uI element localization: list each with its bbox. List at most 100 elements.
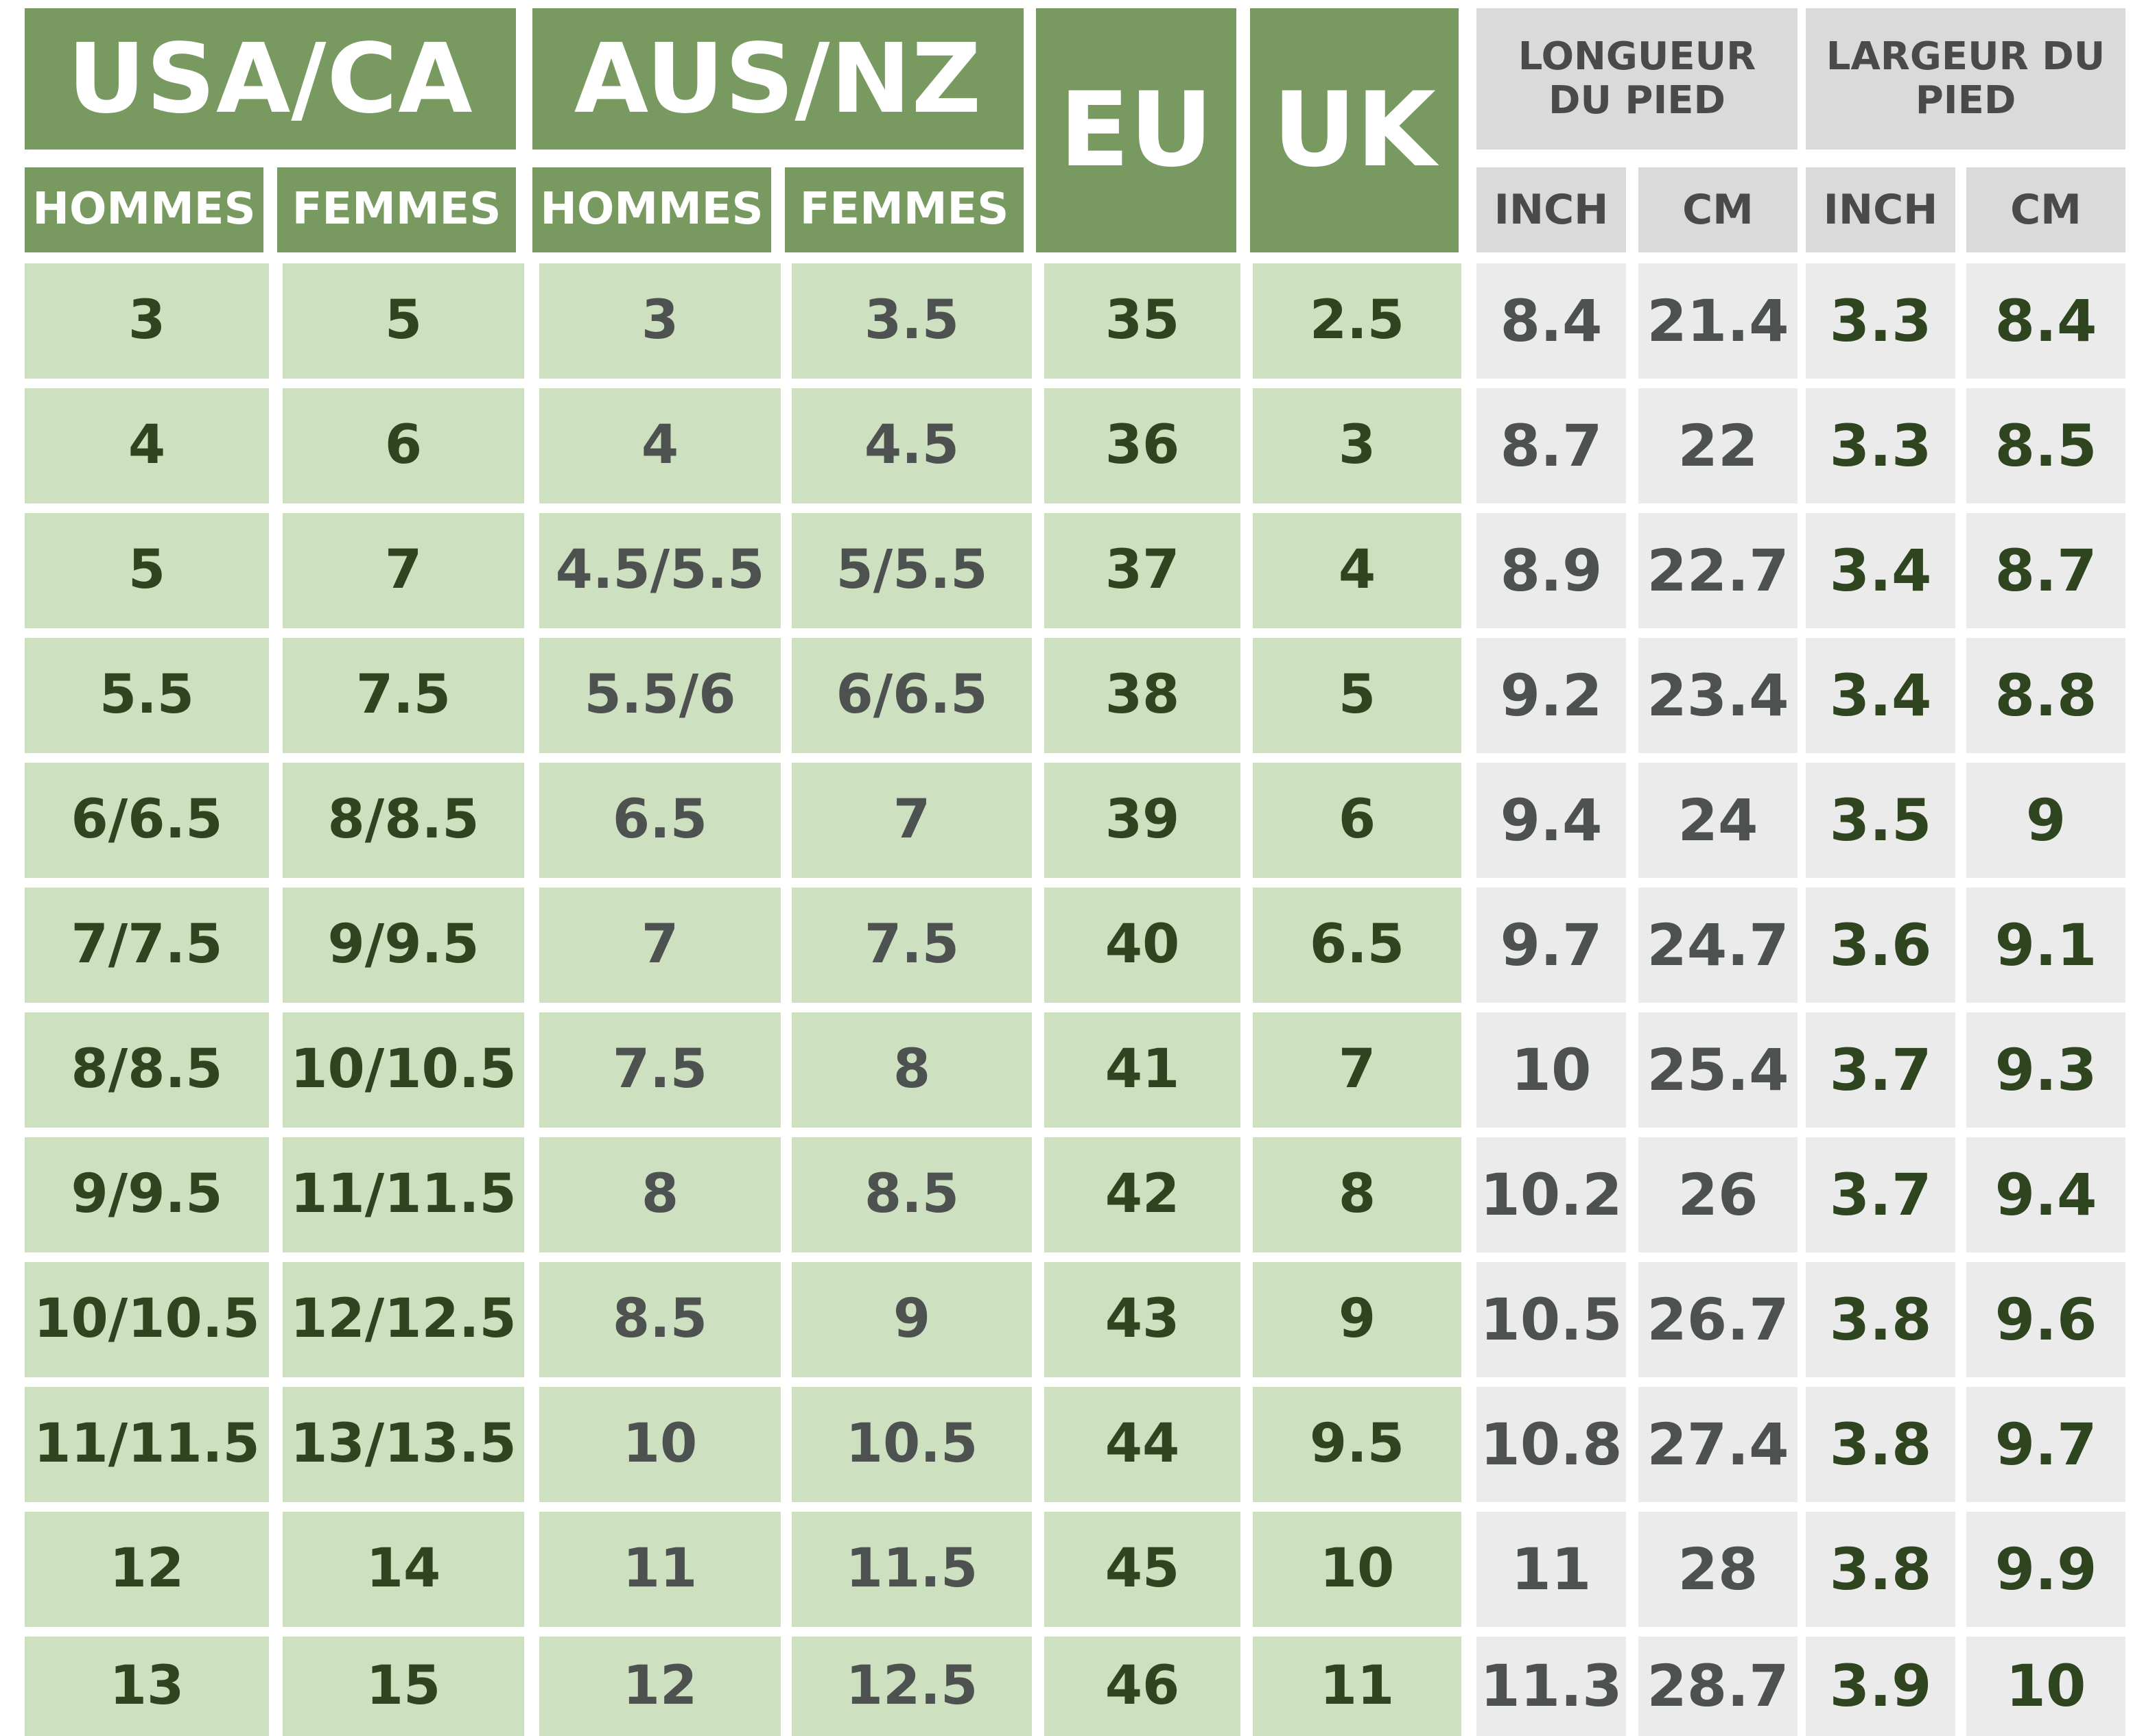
cell-aus-men: 6.5 (539, 763, 781, 878)
cell-length-inch: 9.4 (1476, 763, 1626, 878)
cell-eu: 40 (1044, 888, 1240, 1003)
cell-usa-men: 12 (25, 1512, 269, 1627)
cell-usa-women: 11/11.5 (283, 1137, 524, 1252)
cell-width-cm: 9.9 (1966, 1512, 2125, 1627)
cell-uk: 5 (1253, 638, 1461, 753)
cell-uk: 11 (1253, 1637, 1461, 1736)
cell-aus-women: 3.5 (792, 263, 1032, 379)
cell-length-cm: 24.7 (1638, 888, 1798, 1003)
cell-eu: 42 (1044, 1137, 1240, 1252)
cell-usa-men: 11/11.5 (25, 1387, 269, 1502)
cell-width-inch: 3.8 (1806, 1512, 1955, 1627)
cell-length-cm: 26.7 (1638, 1262, 1798, 1377)
cell-uk: 6 (1253, 763, 1461, 878)
cell-usa-women: 15 (283, 1637, 524, 1736)
cell-length-cm: 28 (1638, 1512, 1798, 1627)
cell-width-inch: 3.8 (1806, 1387, 1955, 1502)
header-foot-width: LARGEUR DU PIED (1806, 8, 2125, 150)
cell-eu: 43 (1044, 1262, 1240, 1377)
header-aus-nz: AUS/NZ (532, 8, 1024, 150)
cell-usa-women: 6 (283, 388, 524, 503)
cell-length-inch: 10.2 (1476, 1137, 1626, 1252)
header-usa-women: FEMMES (277, 167, 516, 252)
cell-length-inch: 10 (1476, 1012, 1626, 1128)
cell-aus-women: 12.5 (792, 1637, 1032, 1736)
cell-length-inch: 8.7 (1476, 388, 1626, 503)
cell-length-inch: 9.2 (1476, 638, 1626, 753)
cell-uk: 8 (1253, 1137, 1461, 1252)
cell-length-cm: 22 (1638, 388, 1798, 503)
cell-length-inch: 10.5 (1476, 1262, 1626, 1377)
cell-usa-women: 8/8.5 (283, 763, 524, 878)
header-width-cm: CM (1966, 167, 2125, 252)
cell-width-cm: 9.7 (1966, 1387, 2125, 1502)
cell-usa-men: 6/6.5 (25, 763, 269, 878)
cell-aus-women: 10.5 (792, 1387, 1032, 1502)
cell-width-inch: 3.7 (1806, 1137, 1955, 1252)
cell-width-cm: 8.5 (1966, 388, 2125, 503)
cell-usa-men: 8/8.5 (25, 1012, 269, 1128)
cell-uk: 3 (1253, 388, 1461, 503)
cell-width-inch: 3.6 (1806, 888, 1955, 1003)
cell-length-inch: 11.3 (1476, 1637, 1626, 1736)
cell-width-inch: 3.5 (1806, 763, 1955, 878)
cell-width-inch: 3.3 (1806, 388, 1955, 503)
header-uk: UK (1250, 8, 1459, 252)
cell-uk: 7 (1253, 1012, 1461, 1128)
cell-width-inch: 3.4 (1806, 513, 1955, 628)
header-usa-men: HOMMES (25, 167, 263, 252)
cell-uk: 2.5 (1253, 263, 1461, 379)
cell-usa-women: 7 (283, 513, 524, 628)
cell-usa-men: 4 (25, 388, 269, 503)
cell-usa-men: 5 (25, 513, 269, 628)
cell-length-inch: 8.9 (1476, 513, 1626, 628)
cell-usa-men: 10/10.5 (25, 1262, 269, 1377)
header-foot-length: LONGUEUR DU PIED (1476, 8, 1798, 150)
cell-eu: 41 (1044, 1012, 1240, 1128)
cell-uk: 9 (1253, 1262, 1461, 1377)
header-length-cm: CM (1638, 167, 1798, 252)
header-width-inch: INCH (1806, 167, 1955, 252)
cell-width-cm: 8.4 (1966, 263, 2125, 379)
cell-aus-men: 8.5 (539, 1262, 781, 1377)
cell-length-cm: 25.4 (1638, 1012, 1798, 1128)
header-aus-women: FEMMES (785, 167, 1024, 252)
cell-usa-men: 3 (25, 263, 269, 379)
cell-aus-men: 12 (539, 1637, 781, 1736)
cell-length-inch: 8.4 (1476, 263, 1626, 379)
cell-aus-women: 8 (792, 1012, 1032, 1128)
cell-width-inch: 3.7 (1806, 1012, 1955, 1128)
cell-usa-men: 7/7.5 (25, 888, 269, 1003)
cell-aus-women: 7 (792, 763, 1032, 878)
cell-width-cm: 9.3 (1966, 1012, 2125, 1128)
cell-width-cm: 10 (1966, 1637, 2125, 1736)
cell-eu: 44 (1044, 1387, 1240, 1502)
cell-eu: 39 (1044, 763, 1240, 878)
cell-length-cm: 24 (1638, 763, 1798, 878)
cell-length-cm: 23.4 (1638, 638, 1798, 753)
cell-aus-men: 10 (539, 1387, 781, 1502)
cell-eu: 46 (1044, 1637, 1240, 1736)
cell-aus-women: 9 (792, 1262, 1032, 1377)
cell-aus-women: 5/5.5 (792, 513, 1032, 628)
cell-length-cm: 21.4 (1638, 263, 1798, 379)
cell-length-cm: 28.7 (1638, 1637, 1798, 1736)
cell-length-inch: 11 (1476, 1512, 1626, 1627)
cell-width-inch: 3.4 (1806, 638, 1955, 753)
cell-eu: 45 (1044, 1512, 1240, 1627)
cell-usa-women: 5 (283, 263, 524, 379)
cell-usa-men: 9/9.5 (25, 1137, 269, 1252)
cell-uk: 10 (1253, 1512, 1461, 1627)
cell-uk: 9.5 (1253, 1387, 1461, 1502)
cell-aus-men: 3 (539, 263, 781, 379)
cell-aus-men: 4.5/5.5 (539, 513, 781, 628)
cell-length-cm: 22.7 (1638, 513, 1798, 628)
cell-usa-men: 13 (25, 1637, 269, 1736)
cell-length-inch: 10.8 (1476, 1387, 1626, 1502)
cell-usa-women: 7.5 (283, 638, 524, 753)
cell-aus-women: 6/6.5 (792, 638, 1032, 753)
cell-aus-women: 4.5 (792, 388, 1032, 503)
header-length-inch: INCH (1476, 167, 1626, 252)
cell-aus-men: 11 (539, 1512, 781, 1627)
